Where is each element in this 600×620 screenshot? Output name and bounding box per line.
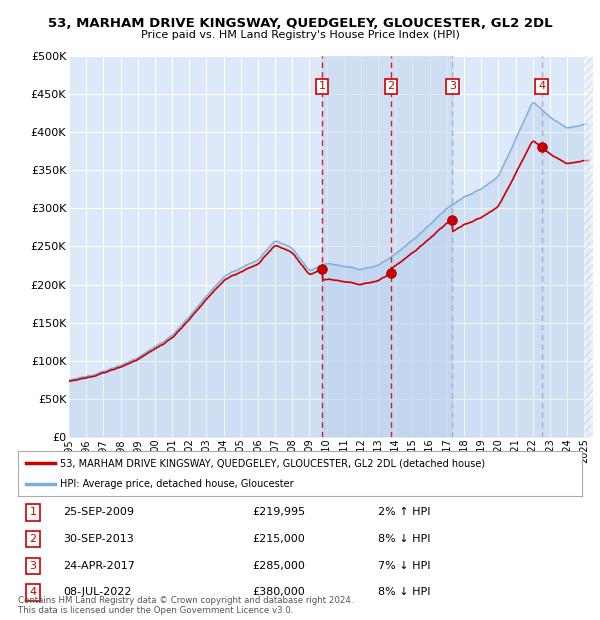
Text: 08-JUL-2022: 08-JUL-2022	[63, 587, 131, 598]
Text: Price paid vs. HM Land Registry's House Price Index (HPI): Price paid vs. HM Land Registry's House …	[140, 30, 460, 40]
Text: 3: 3	[29, 560, 37, 571]
Text: 53, MARHAM DRIVE KINGSWAY, QUEDGELEY, GLOUCESTER, GL2 2DL (detached house): 53, MARHAM DRIVE KINGSWAY, QUEDGELEY, GL…	[60, 458, 485, 469]
Bar	[322, 56, 452, 437]
Text: 30-SEP-2013: 30-SEP-2013	[63, 534, 134, 544]
Text: £285,000: £285,000	[252, 560, 305, 571]
Text: £215,000: £215,000	[252, 534, 305, 544]
Text: £380,000: £380,000	[252, 587, 305, 598]
Text: 2: 2	[29, 534, 37, 544]
Text: 2: 2	[388, 81, 395, 91]
Text: 4: 4	[29, 587, 37, 598]
Polygon shape	[584, 56, 593, 437]
Text: 2% ↑ HPI: 2% ↑ HPI	[378, 507, 431, 518]
Text: 3: 3	[449, 81, 456, 91]
Text: 1: 1	[29, 507, 37, 518]
Text: 7% ↓ HPI: 7% ↓ HPI	[378, 560, 431, 571]
Text: 8% ↓ HPI: 8% ↓ HPI	[378, 587, 431, 598]
Text: 4: 4	[538, 81, 545, 91]
Text: Contains HM Land Registry data © Crown copyright and database right 2024.
This d: Contains HM Land Registry data © Crown c…	[18, 596, 353, 615]
Text: £219,995: £219,995	[252, 507, 305, 518]
Text: 53, MARHAM DRIVE KINGSWAY, QUEDGELEY, GLOUCESTER, GL2 2DL: 53, MARHAM DRIVE KINGSWAY, QUEDGELEY, GL…	[47, 17, 553, 30]
Text: 25-SEP-2009: 25-SEP-2009	[63, 507, 134, 518]
Text: 1: 1	[319, 81, 325, 91]
Text: 24-APR-2017: 24-APR-2017	[63, 560, 135, 571]
Text: 8% ↓ HPI: 8% ↓ HPI	[378, 534, 431, 544]
Text: HPI: Average price, detached house, Gloucester: HPI: Average price, detached house, Glou…	[60, 479, 294, 489]
